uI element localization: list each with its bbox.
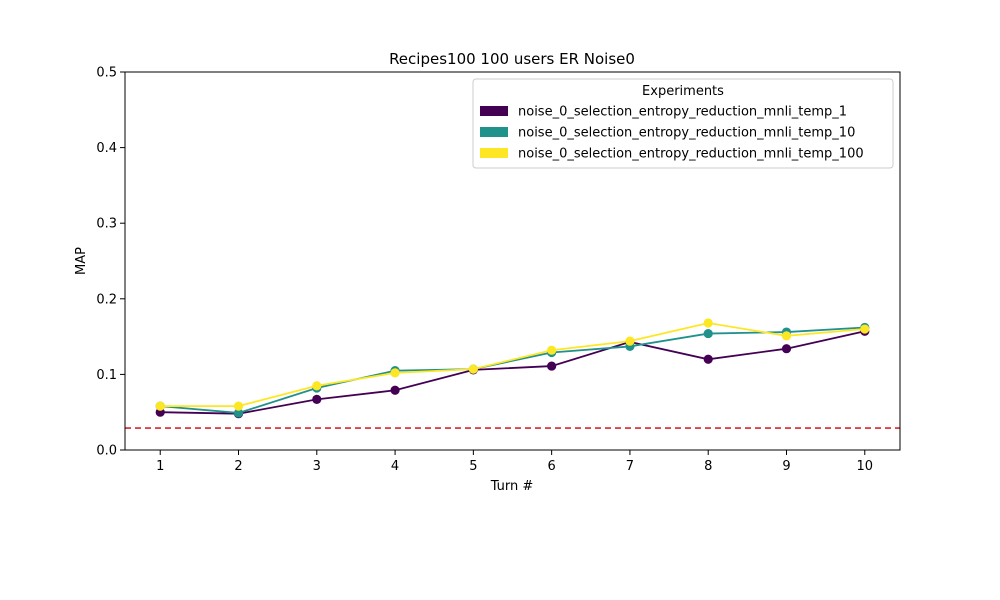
data-point (390, 368, 400, 378)
data-point (860, 324, 870, 334)
data-point (390, 385, 400, 395)
x-tick-label: 2 (234, 459, 242, 474)
x-tick-label: 6 (548, 459, 556, 474)
legend-swatch (480, 127, 508, 137)
y-tick-label: 0.3 (96, 217, 117, 232)
legend: Experiments noise_0_selection_entropy_re… (472, 78, 894, 169)
x-tick-label: 10 (856, 459, 873, 474)
series-line (160, 322, 865, 408)
data-point (155, 401, 165, 411)
data-point (781, 344, 792, 354)
data-point (703, 318, 713, 328)
series-line (160, 330, 865, 415)
x-tick-label: 4 (391, 459, 399, 474)
y-tick-label: 0.5 (96, 66, 117, 81)
y-tick-label: 0.1 (96, 368, 117, 383)
data-point (547, 361, 557, 371)
y-tick-label: 0.4 (96, 141, 117, 156)
chart-title: Recipes100 100 users ER Noise0 (389, 50, 635, 68)
data-point (703, 328, 713, 339)
data-point (468, 364, 478, 374)
x-tick-label: 5 (469, 459, 477, 474)
legend-entry-label: noise_0_selection_entropy_reduction_mnli… (518, 126, 855, 141)
x-tick-label: 7 (626, 459, 634, 474)
data-point (625, 336, 635, 346)
x-tick-label: 3 (313, 459, 321, 474)
y-tick-label: 0.0 (96, 444, 117, 459)
legend-swatch (480, 148, 508, 158)
legend-frame (472, 78, 894, 169)
series-line (160, 326, 865, 414)
data-point (703, 354, 713, 364)
legend-entry-label: noise_0_selection_entropy_reduction_mnli… (518, 147, 864, 162)
data-point (312, 394, 322, 404)
data-point (233, 408, 244, 418)
x-tick-label: 9 (782, 459, 790, 474)
legend-entry-label: noise_0_selection_entropy_reduction_mnli… (518, 105, 847, 120)
x-axis-label: Turn # (490, 479, 534, 494)
legend-title: Experiments (642, 84, 724, 99)
x-tick-label: 8 (704, 459, 712, 474)
data-point (781, 331, 792, 341)
data-point (547, 345, 557, 355)
y-axis-label: MAP (74, 247, 89, 275)
plot-frame (124, 71, 901, 451)
legend-swatch (480, 106, 508, 116)
x-tick-label: 1 (156, 459, 164, 474)
y-tick-label: 0.2 (96, 292, 117, 307)
data-point (233, 401, 244, 411)
data-point (312, 381, 322, 391)
